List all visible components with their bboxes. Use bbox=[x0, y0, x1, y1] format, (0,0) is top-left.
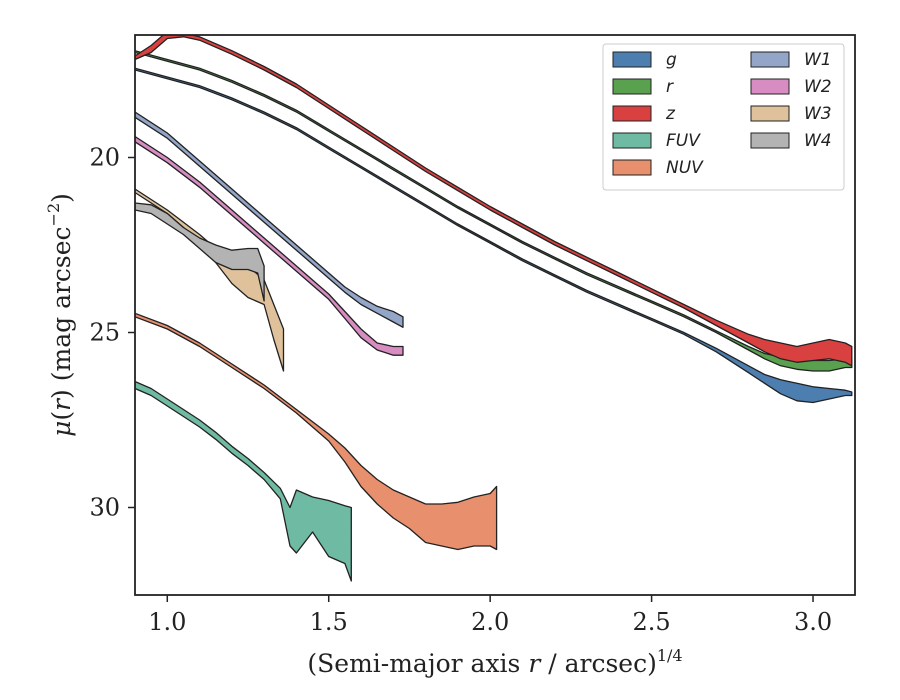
series-band-g bbox=[135, 67, 853, 404]
legend-label-r: r bbox=[666, 77, 674, 97]
y-axis-label: μ(r) (mag arcsec−2) bbox=[44, 193, 76, 437]
series-band-fuv bbox=[135, 380, 352, 582]
legend-label-w4: W4 bbox=[804, 131, 832, 151]
legend-label-nuv: NUV bbox=[666, 158, 704, 178]
chart-legend: grz FUV NUV W1 W2 W3 W4 bbox=[602, 43, 845, 191]
x-tick-label: 3.0 bbox=[794, 608, 832, 636]
series-band-r bbox=[135, 50, 853, 372]
x-tick-label: 1.5 bbox=[310, 608, 348, 636]
series-band-w1 bbox=[135, 111, 404, 328]
y-tick-label: 30 bbox=[89, 494, 120, 522]
x-tick-label: 1.0 bbox=[148, 608, 186, 636]
series-layer bbox=[135, 35, 853, 582]
legend-swatch-w2 bbox=[750, 78, 790, 95]
legend-swatch-w4 bbox=[750, 132, 790, 149]
series-band-w4 bbox=[135, 202, 265, 302]
series-band-nuv bbox=[135, 312, 498, 551]
y-tick-label: 25 bbox=[89, 319, 120, 347]
legend-swatch-r bbox=[612, 78, 652, 95]
plot-frame bbox=[134, 34, 856, 596]
legend-swatch-z bbox=[612, 105, 652, 122]
x-tick-label: 2.5 bbox=[633, 608, 671, 636]
legend-label-w2: W2 bbox=[804, 77, 832, 97]
x-axis-label: (Semi-major axis r / arcsec)1/4 bbox=[307, 646, 682, 678]
legend-label-w1: W1 bbox=[804, 50, 832, 70]
legend-label-g: g bbox=[666, 50, 677, 70]
legend-swatch-w1 bbox=[750, 51, 790, 68]
series-band-z bbox=[135, 35, 853, 367]
x-tick-label: 2.0 bbox=[471, 608, 509, 636]
legend-label-fuv: FUV bbox=[666, 131, 701, 151]
legend-swatch-fuv bbox=[612, 132, 652, 149]
legend-swatch-nuv bbox=[612, 159, 652, 176]
y-tick-label: 20 bbox=[89, 144, 120, 172]
legend-label-z: z bbox=[665, 104, 676, 124]
legend-swatch-w3 bbox=[750, 105, 790, 122]
y-axis-ticks: 20 25 30 bbox=[89, 144, 135, 522]
series-band-w2 bbox=[135, 135, 404, 356]
legend-label-w3: W3 bbox=[804, 104, 832, 124]
legend-swatch-g bbox=[612, 51, 652, 68]
x-axis-ticks: 1.0 1.5 2.0 2.5 3.0 bbox=[148, 595, 832, 636]
